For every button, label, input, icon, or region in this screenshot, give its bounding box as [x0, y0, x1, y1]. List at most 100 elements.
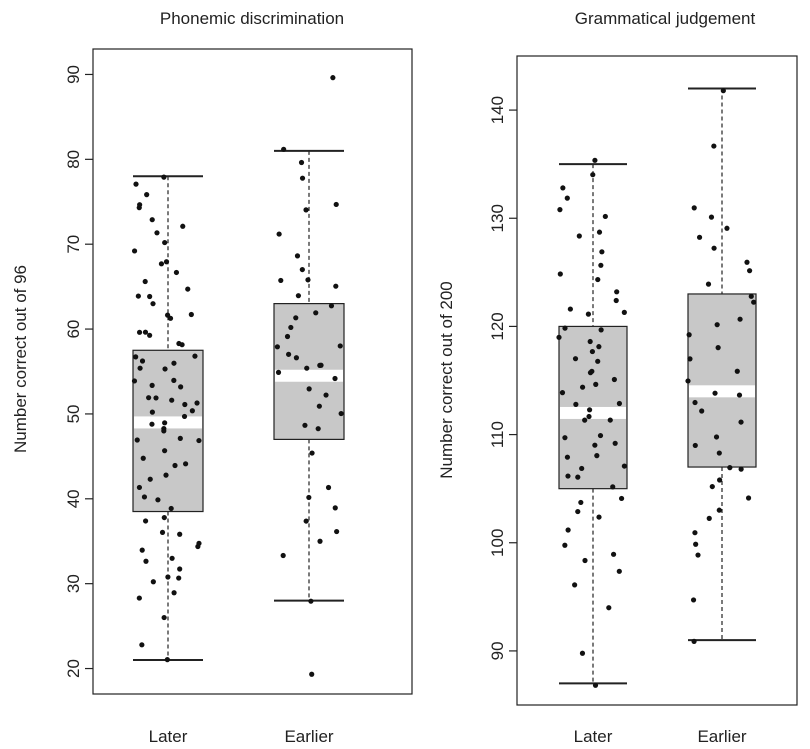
- data-point: [565, 527, 571, 533]
- data-point: [149, 409, 155, 415]
- data-point: [715, 345, 721, 351]
- data-point: [592, 682, 599, 688]
- data-point: [621, 309, 627, 315]
- chart-title: Grammatical judgement: [575, 9, 756, 28]
- data-point: [576, 233, 582, 239]
- data-point: [137, 365, 143, 371]
- data-point: [139, 358, 146, 364]
- box-group: [558, 87, 757, 685]
- data-point: [293, 315, 299, 321]
- data-point: [169, 397, 175, 403]
- data-point: [716, 507, 722, 513]
- median-bar: [134, 416, 202, 429]
- y-axis: 90 100 110 120 130 140: [488, 96, 517, 660]
- data-point: [747, 268, 753, 274]
- median-bar: [560, 406, 626, 419]
- data-point: [309, 671, 315, 677]
- data-point: [616, 568, 622, 574]
- data-point: [582, 417, 588, 423]
- data-point: [139, 547, 145, 553]
- data-point: [606, 605, 612, 611]
- data-point: [621, 463, 627, 469]
- data-point: [275, 369, 282, 375]
- data-point: [328, 303, 335, 309]
- data-point: [293, 355, 300, 361]
- data-point: [599, 249, 605, 255]
- data-point: [135, 293, 141, 299]
- data-point: [560, 185, 566, 191]
- y-axis-label: Number correct out of 200: [437, 281, 456, 478]
- data-point: [572, 582, 578, 588]
- data-point: [334, 528, 340, 535]
- data-point: [333, 283, 339, 289]
- data-point: [586, 413, 592, 420]
- data-point: [332, 505, 338, 511]
- data-point: [690, 597, 697, 603]
- data-point: [716, 450, 722, 456]
- data-point: [161, 174, 167, 180]
- data-point: [557, 271, 563, 277]
- data-point: [161, 426, 167, 432]
- y-tick-label: 130: [488, 204, 507, 232]
- data-point: [177, 435, 183, 441]
- data-point: [598, 262, 604, 268]
- box-iqr: [132, 349, 204, 513]
- y-tick-label: 90: [488, 641, 507, 660]
- data-point: [304, 365, 310, 371]
- category-label: Earlier: [284, 727, 333, 746]
- data-point: [579, 384, 586, 390]
- data-point: [614, 289, 620, 295]
- data-point: [298, 159, 305, 166]
- data-point: [578, 499, 584, 506]
- data-point: [164, 312, 171, 318]
- data-point: [194, 400, 200, 406]
- data-point: [585, 311, 592, 317]
- data-point: [738, 419, 744, 425]
- data-point: [613, 297, 619, 304]
- data-point: [556, 334, 562, 340]
- data-point: [188, 311, 194, 318]
- category-label: Later: [574, 727, 613, 746]
- data-point: [274, 344, 280, 350]
- data-point: [592, 157, 598, 163]
- data-point: [140, 455, 146, 461]
- data-point: [162, 239, 168, 246]
- data-point: [168, 505, 174, 512]
- data-point: [325, 484, 332, 491]
- data-point: [162, 448, 168, 454]
- data-point: [153, 395, 159, 401]
- data-point: [597, 432, 604, 439]
- median-bar: [275, 369, 343, 382]
- data-point: [150, 301, 156, 307]
- data-point: [172, 462, 178, 469]
- data-point: [171, 377, 177, 383]
- panel-grammatical: Grammatical judgement 90100110120130140 …: [437, 9, 798, 746]
- data-point: [692, 399, 698, 406]
- data-point: [163, 259, 170, 265]
- data-point: [705, 281, 712, 287]
- data-point: [317, 538, 323, 544]
- data-point: [692, 530, 698, 536]
- data-point: [142, 518, 149, 524]
- data-point: [171, 360, 177, 366]
- data-point: [295, 293, 302, 299]
- data-point: [562, 435, 568, 441]
- data-point: [303, 518, 309, 524]
- data-point: [736, 392, 743, 398]
- data-point: [131, 248, 138, 254]
- data-point: [182, 401, 188, 408]
- data-point: [137, 202, 143, 208]
- box-group: [132, 149, 345, 662]
- data-point: [146, 395, 152, 401]
- data-point: [196, 540, 202, 546]
- data-point: [696, 234, 703, 240]
- data-point: [142, 329, 149, 335]
- data-point: [131, 378, 138, 384]
- box-iqr: [687, 293, 757, 468]
- data-point: [562, 542, 568, 548]
- data-point: [579, 465, 585, 472]
- data-point: [165, 574, 171, 580]
- data-point: [687, 356, 693, 362]
- data-point: [737, 316, 743, 322]
